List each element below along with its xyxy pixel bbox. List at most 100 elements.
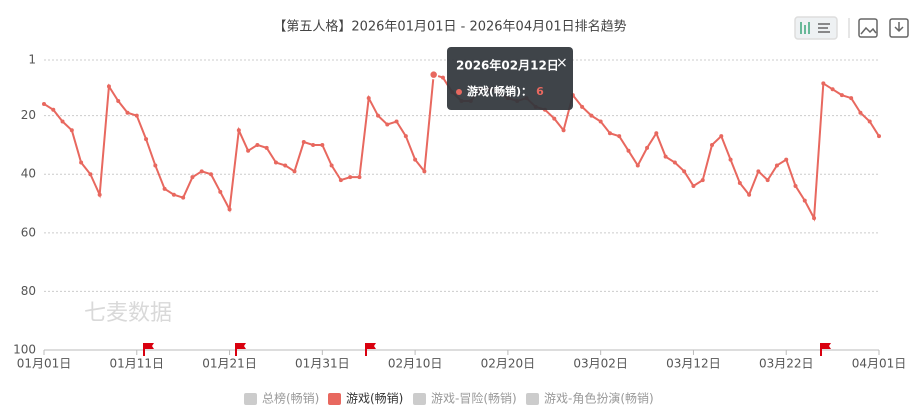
toolbar [794,16,909,40]
data-point [691,183,696,188]
data-point [376,113,380,118]
legend-label: 总榜(畅销) [262,391,319,406]
data-point [171,192,176,197]
event-flag [143,343,154,356]
data-point [607,131,612,136]
hover-point [428,69,439,80]
x-tick-label: 01月21日 [202,357,257,371]
data-point [283,163,288,168]
data-point [672,160,677,165]
data-point [60,119,65,124]
x-tick-label: 03月22日 [759,357,814,371]
data-point [69,128,74,133]
x-tick-label: 01月11日 [110,357,165,371]
data-point [116,99,121,104]
x-tick-label: 03月12日 [666,357,721,371]
bar-icon [800,22,810,34]
data-point [635,163,640,168]
download-button[interactable] [889,18,909,38]
data-point [106,84,111,89]
data-point [580,104,585,109]
data-point [728,157,733,162]
tooltip-box [447,47,573,110]
data-point [440,75,445,80]
event-flag [820,343,831,356]
flags [143,343,831,356]
data-point [190,175,195,180]
x-tick-label: 01月01日 [17,357,72,371]
list-icon [818,23,830,33]
legend-swatch [328,393,341,405]
tooltip: 2026年02月12日× 游戏(畅销)： 6 [447,47,573,110]
data-point [338,178,343,183]
data-point [682,169,687,174]
x-tick-label: 03月02日 [573,357,628,371]
legend-item[interactable]: 总榜(畅销) [244,391,319,406]
y-tick-label: 100 [13,343,36,357]
data-point [765,178,770,183]
data-point [329,163,334,168]
data-point [51,107,56,112]
data-point [134,113,139,118]
legend-label: 游戏-冒险(畅销) [431,391,517,406]
data-point [357,175,362,180]
legend-label: 游戏-角色扮演(畅销) [544,391,654,406]
tooltip-value: 6 [536,85,544,98]
data-point [849,96,854,101]
data-point [561,128,566,133]
data-point [348,175,353,180]
data-point [385,122,390,127]
data-point [144,137,149,142]
legend-swatch [244,393,257,405]
event-flag [235,343,246,356]
data-point [366,96,371,101]
data-point [394,119,399,124]
y-tick-label: 40 [21,167,36,181]
tooltip-label: 游戏(畅销)： [467,84,532,98]
event-flag [365,343,376,356]
data-point [42,101,46,106]
data-point [162,186,167,191]
data-point [867,119,872,124]
data-point [236,128,241,133]
x-tick-label: 02月10日 [388,357,443,371]
data-point [784,157,789,162]
data-point [737,181,742,186]
data-point [617,134,622,139]
data-point [88,172,93,177]
data-point [422,169,427,174]
data-point [645,145,650,150]
legend-label: 游戏(畅销) [346,392,403,406]
data-point [403,134,408,139]
tooltip-title: 2026年02月12日 [456,58,559,73]
data-point [97,192,102,197]
chart-title: 【第五人格】2026年01月01日 - 2026年04月01日排名趋势 [273,19,626,35]
tooltip-close: × [556,55,568,71]
data-point [552,116,557,121]
data-point [209,172,213,177]
data-point [793,183,798,188]
data-point [181,195,186,200]
data-point [626,148,631,153]
data-point [273,160,278,165]
data-point [320,142,325,147]
data-point [830,87,835,92]
data-point [125,110,130,115]
data-point [246,148,251,153]
watermark: 七麦数据 [84,301,172,326]
legend-item[interactable]: 游戏-冒险(畅销) [413,391,517,406]
data-point [598,119,603,124]
legend-item[interactable]: 游戏-角色扮演(畅销) [526,391,654,406]
data-point [774,163,779,168]
legend-swatch [413,393,426,405]
data-point [292,169,297,174]
y-tick-label: 20 [21,108,36,122]
image-button[interactable] [858,18,878,38]
download-icon [894,22,904,33]
data-point [719,134,724,139]
legend-item[interactable]: 游戏(畅销) [328,392,403,406]
data-point [877,134,881,139]
tooltip-dot [456,89,462,95]
